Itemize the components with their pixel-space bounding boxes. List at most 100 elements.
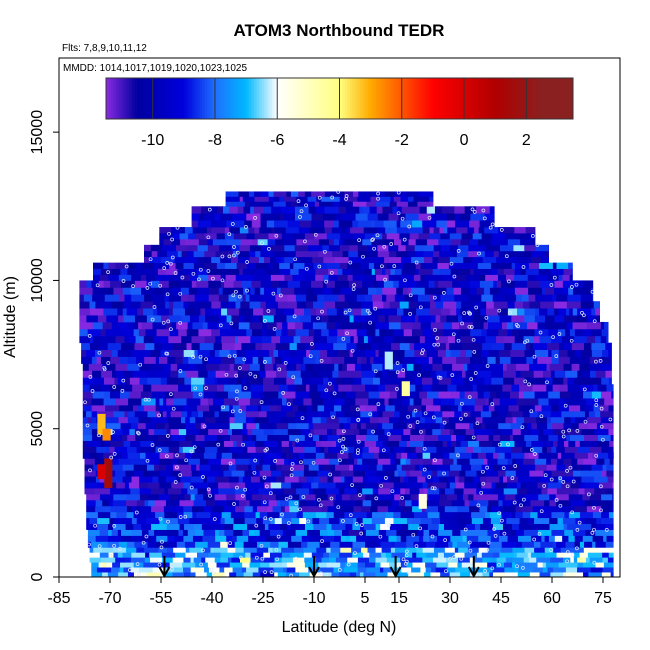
heatmap-cell xyxy=(287,523,292,530)
sample-point xyxy=(497,308,502,313)
heatmap-cell xyxy=(392,206,398,214)
heatmap-cell xyxy=(425,342,436,351)
heatmap-cell xyxy=(204,446,218,453)
heatmap-cell xyxy=(443,552,456,558)
heatmap-cell xyxy=(447,227,457,234)
heatmap-cell xyxy=(432,328,444,337)
heatmap-cell xyxy=(143,384,152,392)
heatmap-cell xyxy=(549,499,557,507)
heatmap-cell xyxy=(352,476,364,483)
heatmap-cell xyxy=(333,567,340,573)
heatmap-cell xyxy=(591,349,603,357)
colorbar-swatch xyxy=(360,78,364,119)
heatmap-cell xyxy=(352,232,366,240)
heatmap-cell xyxy=(172,308,186,316)
heatmap-cell xyxy=(218,482,231,489)
heatmap-cell xyxy=(532,342,548,351)
heatmap-cell xyxy=(370,356,375,364)
sample-point xyxy=(396,211,401,216)
heatmap-cell xyxy=(392,422,408,430)
sample-point xyxy=(175,465,179,470)
heatmap-cell xyxy=(331,227,344,234)
heatmap-cell xyxy=(205,557,216,563)
heatmap-cell xyxy=(505,572,509,577)
heatmap-cell xyxy=(507,308,518,316)
heatmap-cell xyxy=(338,370,353,378)
colorbar-swatch xyxy=(176,78,180,119)
heatmap-cell xyxy=(339,238,344,246)
heatmap-cell xyxy=(524,315,536,323)
heatmap-cell xyxy=(348,529,364,536)
heatmap-cell xyxy=(233,517,246,525)
colorbar-swatch xyxy=(451,78,455,119)
heatmap-cell xyxy=(399,440,408,447)
heatmap-cell xyxy=(301,541,308,548)
heatmap-cell xyxy=(346,342,357,351)
heatmap-cell xyxy=(205,422,217,430)
colorbar-swatch xyxy=(386,78,390,119)
sample-point xyxy=(111,430,115,434)
heatmap-cell xyxy=(95,349,103,357)
heatmap-cell xyxy=(438,434,452,441)
heatmap-cell xyxy=(281,404,293,412)
heatmap-cell xyxy=(557,440,565,447)
heatmap-cell xyxy=(213,342,223,351)
heatmap-cell xyxy=(451,434,457,441)
heatmap-cell xyxy=(94,458,109,465)
heatmap-cell xyxy=(320,416,327,424)
sample-point xyxy=(574,282,579,287)
heatmap-cell xyxy=(275,328,282,337)
heatmap-cell xyxy=(265,370,277,378)
heatmap-cell xyxy=(135,262,143,269)
heatmap-cell xyxy=(411,499,426,507)
sample-point xyxy=(141,540,146,545)
heatmap-cell xyxy=(326,422,340,430)
sample-point xyxy=(343,447,348,452)
sample-point xyxy=(124,264,129,269)
sample-point xyxy=(359,531,364,536)
heatmap-cell xyxy=(485,422,499,430)
heatmap-cell xyxy=(589,377,602,385)
heatmap-cell xyxy=(307,505,322,513)
heatmap-cell xyxy=(214,493,227,501)
heatmap-cell xyxy=(501,511,513,519)
heatmap-cell xyxy=(255,511,261,519)
heatmap-cell xyxy=(589,557,603,563)
heatmap-cell xyxy=(533,370,544,378)
heatmap-cell xyxy=(410,493,417,501)
heatmap-cell xyxy=(352,349,366,357)
sample-point xyxy=(254,555,259,560)
heatmap-cell xyxy=(376,470,387,477)
heatmap-cell xyxy=(267,422,273,430)
heatmap-cell xyxy=(398,499,406,507)
sample-point xyxy=(456,249,461,253)
heatmap-cell xyxy=(281,328,289,337)
heatmap-cell xyxy=(454,552,465,558)
colorbar-swatch xyxy=(310,78,315,119)
heatmap-cell xyxy=(397,308,404,316)
heatmap-cell xyxy=(576,464,582,471)
heatmap-cell xyxy=(82,377,93,385)
heatmap-cell xyxy=(159,410,164,418)
heatmap-cell xyxy=(508,572,519,577)
colorbar-swatch xyxy=(336,78,340,119)
heatmap-cell xyxy=(307,196,317,202)
heatmap-cell xyxy=(559,391,571,399)
heatmap-cell xyxy=(442,274,457,281)
heatmap-cell xyxy=(356,535,367,542)
sample-point xyxy=(408,312,412,316)
heatmap-cell xyxy=(496,335,505,344)
heatmap-cell xyxy=(335,321,341,330)
heatmap-cell xyxy=(574,535,584,542)
heatmap-cell xyxy=(507,301,515,309)
heatmap-cell xyxy=(303,470,309,477)
heatmap-cell xyxy=(307,541,321,548)
heatmap-cell xyxy=(510,256,518,264)
heatmap-cell xyxy=(352,377,362,385)
heatmap-cell xyxy=(576,280,584,288)
heatmap-cell xyxy=(531,552,546,558)
sample-point xyxy=(356,439,361,444)
sample-point xyxy=(601,437,605,442)
heatmap-cell xyxy=(465,370,478,378)
heatmap-cell xyxy=(259,315,264,323)
